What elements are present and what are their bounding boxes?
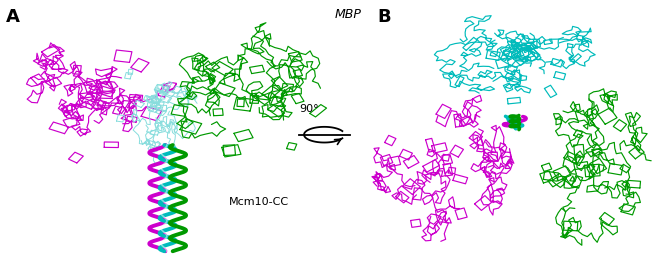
- Text: A: A: [5, 8, 19, 26]
- Text: 90°: 90°: [299, 104, 319, 114]
- Text: MBP: MBP: [334, 8, 361, 21]
- Text: Mcm10-CC: Mcm10-CC: [228, 197, 289, 207]
- Text: B: B: [377, 8, 391, 26]
